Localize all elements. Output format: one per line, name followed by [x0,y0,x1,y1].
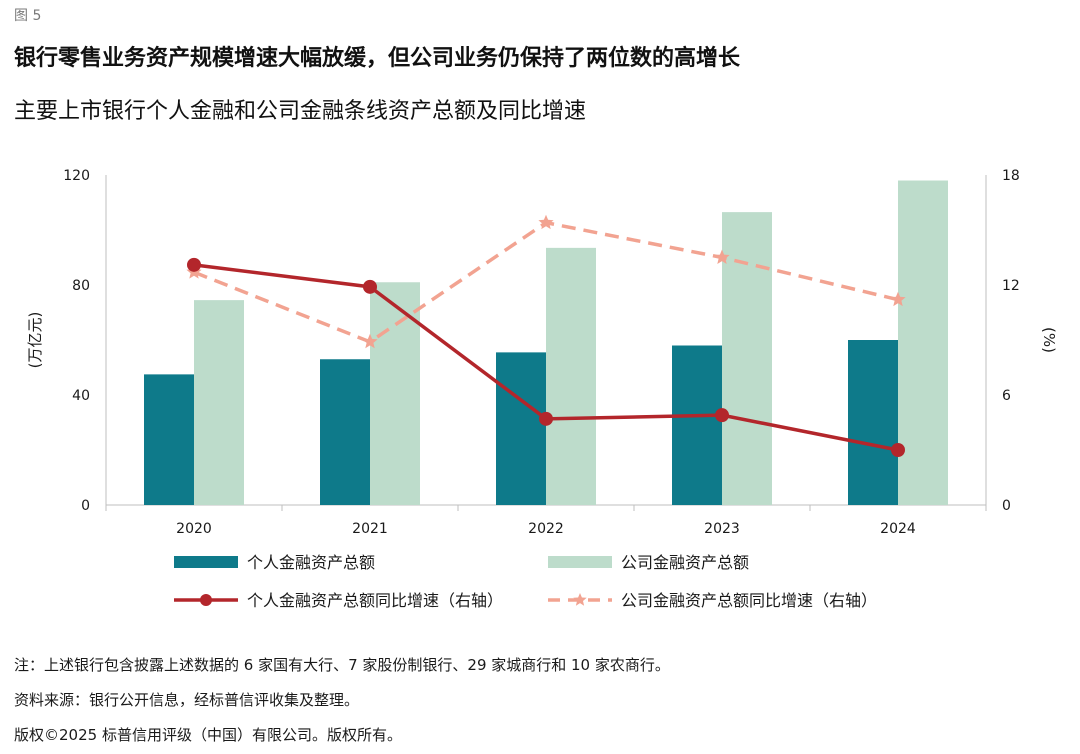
bar-personal-assets [848,340,898,505]
bar-personal-assets [672,345,722,505]
point-personal-growth [363,279,377,294]
legend-marker-corporate-growth [573,593,587,606]
legend-label-personal-assets: 个人金融资产总额 [247,553,375,572]
y2-tick-label: 18 [1002,168,1020,184]
x-tick-label: 2024 [880,521,916,537]
legend-marker-personal-growth [200,594,212,606]
y2-tick-label: 12 [1002,278,1020,294]
y-tick-label: 40 [72,388,90,404]
legend-label-corporate-growth: 公司金融资产总额同比增速（右轴） [621,591,877,610]
x-tick-label: 2022 [528,521,564,537]
combo-chart: 0 40 80 120 0 6 12 18 2020 2021 2022 2023 2024 (万亿元) (… [26,168,1058,610]
point-corporate-growth [890,291,906,307]
point-corporate-growth [714,249,730,264]
figure-label: 图 5 [14,8,42,24]
y-axis-label: (万亿元) [26,312,44,369]
bar-personal-assets [144,374,194,505]
x-tick-label: 2021 [352,521,388,537]
y2-tick-label: 0 [1002,498,1011,514]
x-tick-label: 2020 [176,521,212,537]
point-personal-growth [891,443,905,457]
x-tick-label: 2023 [704,521,740,537]
point-corporate-growth [538,214,554,230]
bar-corporate-assets [370,282,420,505]
source-note: 资料来源：银行公开信息，经标普信评收集及整理。 [14,691,360,709]
bar-corporate-assets [194,300,244,505]
y2-axis-label: (%) [1040,327,1058,353]
y-tick-label: 120 [63,168,90,184]
copyright-note: 版权©2025 标普信用评级（中国）有限公司。版权所有。 [14,726,402,744]
y-tick-label: 0 [81,498,90,514]
bar-corporate-assets [722,212,772,505]
point-personal-growth [187,257,201,272]
legend-swatch-corporate-assets [548,556,612,568]
point-personal-growth [539,411,553,426]
bar-personal-assets [496,352,546,505]
bar-corporate-assets [898,180,948,505]
chart-subtitle: 主要上市银行个人金融和公司金融条线资产总额及同比增速 [14,99,587,124]
legend-label-personal-growth: 个人金融资产总额同比增速（右轴） [247,591,503,610]
point-corporate-growth [362,333,378,349]
footnote: 注：上述银行包含披露上述数据的 6 家国有大行、7 家股份制银行、29 家城商行… [14,656,670,674]
bar-personal-assets [320,359,370,505]
y2-tick-label: 6 [1002,388,1011,404]
chart-title: 银行零售业务资产规模增速大幅放缓，但公司业务仍保持了两位数的高增长 [14,46,741,71]
y-tick-label: 80 [72,278,90,294]
legend-label-corporate-assets: 公司金融资产总额 [621,553,749,572]
legend-swatch-personal-assets [174,556,238,568]
bar-corporate-assets [546,247,596,505]
point-personal-growth [715,408,729,423]
